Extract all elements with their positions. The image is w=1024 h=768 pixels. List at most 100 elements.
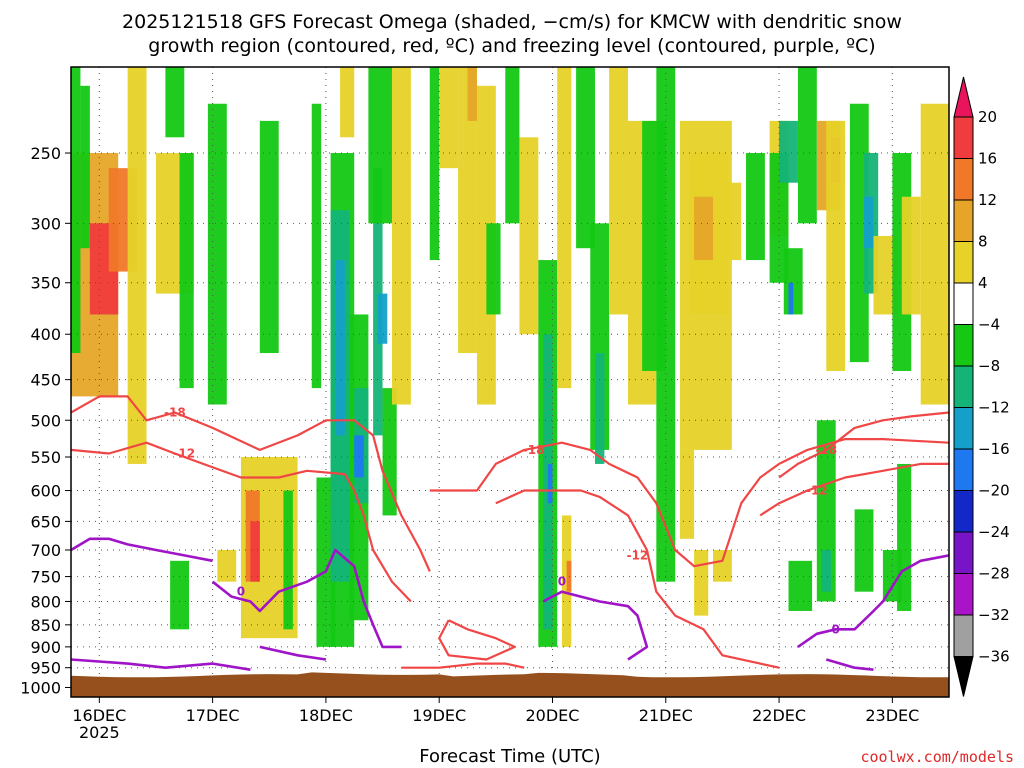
y-tick-label: 800 (30, 592, 61, 611)
omega-cell (547, 463, 553, 504)
colorbar-label: −12 (978, 399, 1010, 417)
omega-cell (821, 549, 831, 592)
omega-cell (882, 549, 902, 602)
y-tick-label: 900 (30, 638, 61, 657)
dgz-contour (438, 619, 516, 661)
x-tick-label: 23DEC (865, 706, 919, 725)
fz-contour (211, 548, 402, 649)
dgz-contour-label: -18 (164, 405, 186, 419)
colorbar-segment (953, 116, 974, 159)
fz-contour-label: 0 (237, 585, 245, 599)
fz-contour (259, 645, 327, 661)
colorbar-segment (953, 158, 974, 201)
y-tick-label: 500 (30, 411, 61, 430)
chart-title-line-1: 2025121518 GFS Forecast Omega (shaded, −… (122, 11, 902, 33)
fz-contour (71, 537, 213, 563)
dgz-contour-label: -12 (173, 446, 195, 460)
omega-cell (207, 103, 227, 405)
dgz-contour-label: -12 (806, 484, 828, 498)
omega-cell (165, 67, 185, 138)
fz-contour-label: 0 (832, 622, 840, 636)
omega-cell (127, 67, 147, 464)
colorbar-label: 12 (978, 191, 997, 209)
colorbar-segment (953, 531, 974, 574)
x-tick-label: 20DEC (525, 706, 579, 725)
colorbar-segment (953, 407, 974, 450)
colorbar-segment (953, 241, 974, 284)
colorbar-top-arrow (953, 76, 974, 118)
omega-cell (656, 67, 676, 582)
fz-contour (542, 590, 649, 661)
omega-cell (217, 549, 237, 582)
colorbar-segment (953, 614, 974, 657)
colorbar-label: −4 (978, 316, 1000, 334)
x-tick-label: 22DEC (752, 706, 806, 725)
omega-cell (340, 67, 355, 138)
omega-cell (505, 67, 520, 224)
omega-cell (679, 449, 695, 539)
y-tick-label: 1000 (20, 678, 61, 697)
colorbar-label: −16 (978, 440, 1010, 458)
dgz-contour (71, 395, 431, 572)
omega-cell (788, 560, 813, 611)
colorbar-label: −24 (978, 523, 1010, 541)
y-tick-label: 650 (30, 512, 61, 531)
dgz-contour-label: -18 (523, 443, 545, 457)
credit-text[interactable]: coolwx.com/models (860, 748, 1014, 766)
omega-cell (920, 103, 949, 405)
omega-cell (873, 235, 898, 315)
x-tick-sublabel: 2025 (79, 723, 120, 742)
colorbar-label: −8 (978, 357, 1000, 375)
colorbar-segment (953, 448, 974, 491)
colorbar-label: 16 (978, 150, 997, 168)
x-axis-label: Forecast Time (UTC) (419, 746, 600, 767)
omega-cell (722, 182, 742, 261)
contour-label-bg (59, 0, 83, 14)
omega-cell (429, 67, 440, 261)
omega-cell (609, 67, 629, 315)
y-tick-label: 550 (30, 448, 61, 467)
omega-cell (854, 509, 874, 592)
y-tick-label: 750 (30, 568, 61, 587)
y-axis-ticks: 250 300 350 400 450 500 550 600 650 700 750 800 850 9… (20, 144, 71, 697)
colorbar-label: −36 (978, 648, 1010, 666)
omega-cell (694, 549, 709, 616)
y-tick-label: 350 (30, 274, 61, 293)
colorbar-segment (953, 324, 974, 367)
dgz-contour (495, 489, 780, 669)
omega-cell (557, 67, 572, 389)
omega-shading (71, 67, 949, 647)
colorbar-segment (953, 365, 974, 408)
colorbar-label: 20 (978, 108, 997, 126)
colorbar-label: −28 (978, 565, 1010, 583)
omega-cell (826, 120, 846, 371)
omega-cell (179, 153, 194, 389)
omega-cell (391, 67, 411, 405)
colorbar-label: −32 (978, 606, 1010, 624)
fz-contour (797, 554, 949, 648)
omega-cell (382, 388, 397, 516)
omega-cell (864, 196, 874, 249)
y-tick-label: 300 (30, 214, 61, 233)
omega-cell (71, 67, 81, 354)
colorbar-label: 8 (978, 233, 988, 251)
chart-title-line-2: growth region (contoured, red, ºC) and f… (148, 35, 875, 57)
colorbar: 20 16 12 8 4 −4 −8 −12 −16 −20 −24 −28 −32 −36 (953, 76, 1010, 697)
dgz-contour (401, 662, 525, 669)
y-tick-label: 250 (30, 144, 61, 163)
omega-cell (458, 67, 477, 354)
y-tick-label: 400 (30, 325, 61, 344)
y-tick-label: 700 (30, 541, 61, 560)
omega-cell (788, 282, 794, 315)
omega-cell (519, 137, 539, 335)
omega-cell (368, 67, 392, 224)
dgz-contour (429, 438, 949, 568)
fz-contour (71, 658, 251, 671)
fz-contour (825, 658, 874, 671)
colorbar-label: −20 (978, 482, 1010, 500)
dgz-contour (778, 411, 949, 479)
omega-cell (335, 260, 345, 436)
terrain-ground (71, 672, 949, 697)
